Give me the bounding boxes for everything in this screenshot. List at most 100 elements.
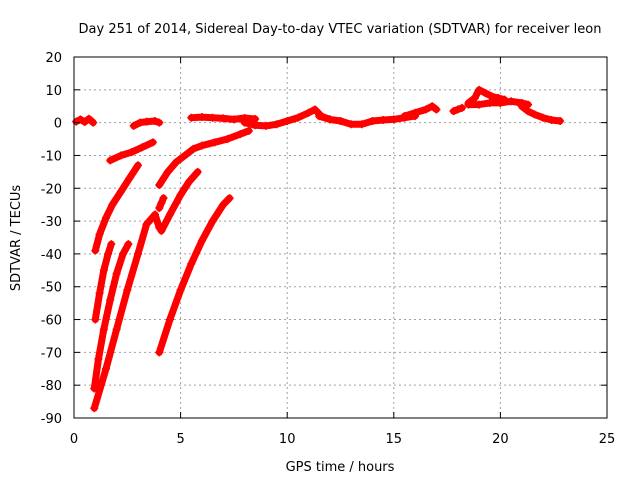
data-point (99, 266, 108, 275)
data-point (310, 105, 319, 114)
data-point (125, 174, 134, 183)
series-arc-4 (90, 240, 133, 393)
data-point (193, 167, 202, 176)
data-point (475, 85, 484, 94)
y-tick-label: -90 (41, 412, 62, 427)
data-point (449, 107, 458, 116)
y-tick-label: -60 (41, 314, 62, 329)
y-tick-label: -50 (41, 281, 62, 296)
data-point (223, 135, 232, 144)
x-tick-label: 0 (70, 432, 78, 447)
data-point (496, 98, 505, 107)
data-point (428, 102, 437, 111)
data-point (475, 100, 484, 109)
data-point (89, 118, 98, 127)
data-point (507, 97, 516, 106)
data-point (159, 194, 168, 203)
data-point (155, 203, 164, 212)
data-point (197, 236, 206, 245)
data-point (368, 116, 377, 125)
data-point (106, 156, 115, 165)
data-point (148, 138, 157, 147)
y-tick-label: 20 (45, 51, 62, 66)
x-axis-label: GPS time / hours (286, 460, 395, 475)
series-arc-7 (155, 194, 168, 212)
data-point (464, 100, 473, 109)
data-point (379, 116, 388, 125)
data-point (142, 117, 151, 126)
data-point (219, 114, 228, 123)
data-point (91, 315, 100, 324)
plot-frame (73, 56, 608, 419)
series-arc-2 (91, 161, 142, 255)
series-arc-8 (157, 167, 202, 235)
data-point (165, 315, 174, 324)
series-arc-near-zero-start (72, 114, 98, 127)
data-point (116, 151, 125, 160)
data-point (453, 105, 462, 114)
y-tick-label: -20 (41, 182, 62, 197)
data-point (185, 177, 194, 186)
data-point (76, 115, 85, 124)
data-point (225, 194, 234, 203)
y-tick-label: -10 (41, 149, 62, 164)
data-point (172, 158, 181, 167)
data-point (336, 116, 345, 125)
data-point (244, 126, 253, 135)
data-point (163, 167, 172, 176)
data-point (539, 113, 548, 122)
data-point (142, 220, 151, 229)
data-point (240, 118, 249, 127)
series-band (90, 211, 163, 412)
data-point (116, 187, 125, 196)
data-point (189, 144, 198, 153)
data-point (138, 143, 147, 152)
series-arc-9 (155, 194, 234, 357)
data-point (127, 148, 136, 157)
data-point (124, 240, 133, 249)
data-point (219, 200, 228, 209)
data-point (90, 404, 99, 413)
data-point (119, 249, 128, 258)
x-tick-label: 15 (386, 432, 403, 447)
data-point (101, 364, 110, 373)
data-point (108, 200, 117, 209)
series-band (315, 112, 419, 128)
axis-ticks: 0 5 10 15 20 25 -90 -80 -70 -60 -50 -40 -30 -20 -10 0 10… (41, 51, 616, 447)
data-point (432, 105, 441, 114)
series-band (155, 194, 234, 356)
data-point (155, 118, 164, 127)
data-point (210, 138, 219, 147)
data-point (94, 354, 103, 363)
data-point (129, 121, 138, 130)
data-point (304, 108, 313, 117)
data-point (556, 116, 565, 125)
x-tick-label: 10 (279, 432, 296, 447)
data-point (421, 105, 430, 114)
data-point (187, 113, 196, 122)
y-tick-label: -30 (41, 215, 62, 230)
x-tick-label: 25 (599, 432, 616, 447)
data-point (187, 259, 196, 268)
data-point (176, 286, 185, 295)
data-point (261, 121, 270, 130)
y-tick-label: -40 (41, 248, 62, 263)
data-point (123, 286, 132, 295)
y-tick-label: 0 (54, 117, 62, 132)
data-point (470, 94, 479, 103)
data-point (101, 213, 110, 222)
data-point (84, 114, 93, 123)
chart-title: Day 251 of 2014, Sidereal Day-to-day VTE… (79, 22, 602, 37)
series-arc-17 (517, 102, 565, 125)
data-point (229, 115, 238, 124)
data-point (136, 118, 145, 127)
data-point (176, 190, 185, 199)
data-point (155, 180, 164, 189)
data-point (106, 295, 115, 304)
data-point (325, 115, 334, 124)
data-point (283, 116, 292, 125)
data-point (155, 348, 164, 357)
data-point (524, 107, 533, 116)
series-arc-0 (106, 138, 157, 165)
